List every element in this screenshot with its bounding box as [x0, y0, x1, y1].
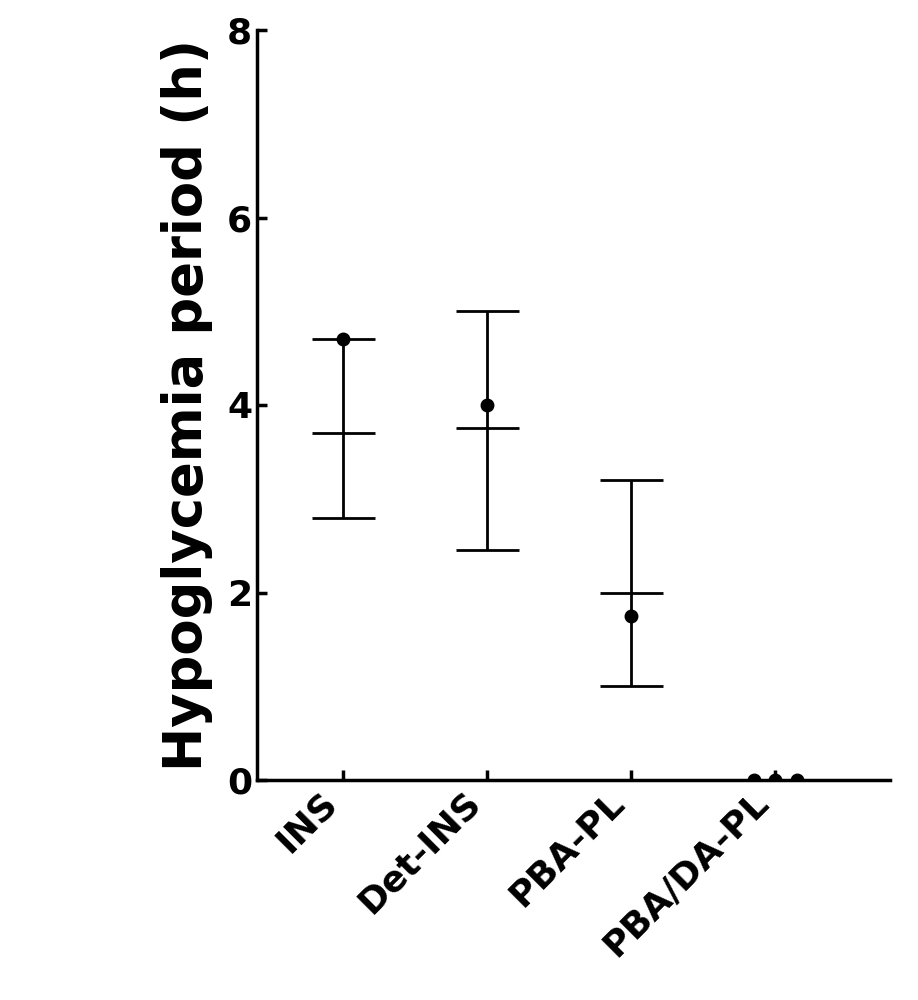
Y-axis label: Hypoglycemia period (h): Hypoglycemia period (h): [162, 39, 213, 771]
